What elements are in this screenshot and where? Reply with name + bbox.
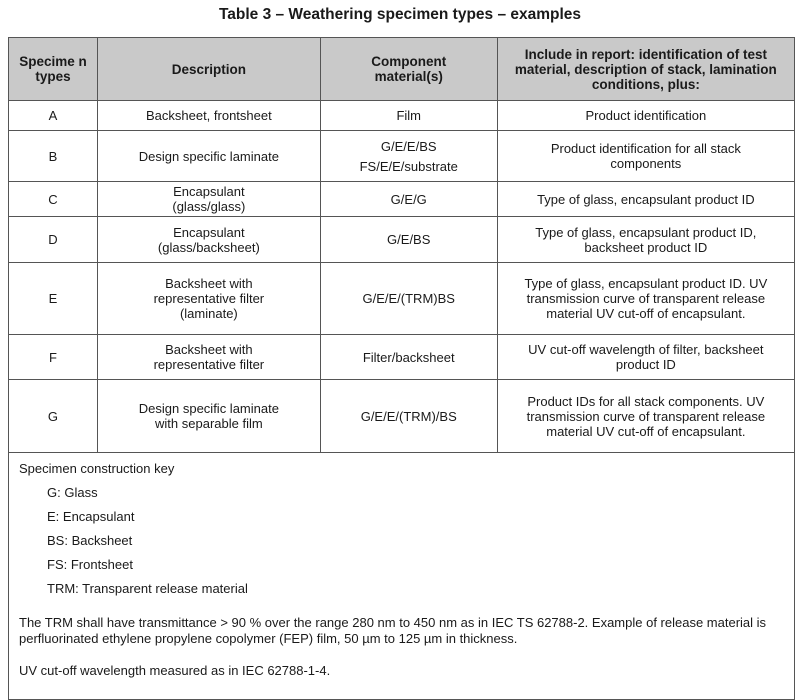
description-cell: Backsheet with representative filter [96, 334, 321, 380]
specimen-type-cell: F [8, 334, 98, 380]
key-item: E: Encapsulant [47, 509, 135, 524]
description-cell: Backsheet, frontsheet [96, 100, 321, 131]
materials-cell: G/E/E/BS FS/E/E/substrate [319, 130, 498, 182]
description-cell: Encapsulant (glass/glass) [96, 181, 321, 217]
header-description: Description [96, 37, 321, 101]
material-item: G/E/BS [387, 232, 431, 247]
materials-cell: G/E/E/(TRM)/BS [319, 379, 498, 453]
material-item: G/E/E/BS [380, 138, 437, 154]
table-row: G Design specific laminate with separable… [8, 379, 796, 453]
description-cell: Design specific laminate [96, 130, 321, 182]
material-item: G/E/E/(TRM)/BS [360, 408, 457, 424]
report-cell: Type of glass, encapsulant product ID [496, 181, 796, 217]
report-cell: Type of glass, encapsulant product ID. U… [496, 262, 796, 335]
specimen-type-cell: E [8, 262, 98, 335]
key-item: BS: Backsheet [47, 533, 133, 548]
header-component-materials: Component material(s) [319, 37, 498, 101]
description-cell: Backsheet with representative filter (la… [96, 262, 321, 335]
report-cell: Product identification for all stack com… [496, 130, 796, 182]
header-specimen-types: Specime n types [8, 37, 98, 101]
description-cell: Encapsulant (glass/backsheet) [96, 216, 321, 263]
specimen-types-table: Specime n types Description Component ma… [8, 37, 796, 700]
specimen-type-cell: B [8, 130, 98, 182]
header-include-in-report: Include in report: identification of tes… [496, 37, 796, 101]
specimen-type-cell: D [8, 216, 98, 263]
construction-key: Specimen construction key G: Glass E: En… [8, 452, 795, 700]
table-row: A Backsheet, frontsheet Film Product identi… [8, 100, 796, 131]
specimen-type-cell: C [8, 181, 98, 217]
key-item: FS: Frontsheet [47, 557, 133, 572]
key-item: TRM: Transparent release material [47, 581, 248, 596]
material-item: Filter/backsheet [362, 349, 455, 365]
specimen-type-cell: G [8, 379, 98, 453]
table-row: D Encapsulant (glass/backsheet) G/E/BS Type… [8, 216, 796, 263]
material-item: FS/E/E/substrate [359, 158, 458, 174]
specimen-type-cell: A [8, 100, 98, 131]
table-row: B Design specific laminate G/E/E/BS FS/E/E/… [8, 130, 796, 182]
report-cell: Type of glass, encapsulant product ID, b… [496, 216, 796, 263]
uv-cutoff-note: UV cut-off wavelength measured as in IEC… [19, 663, 331, 678]
table-row: C Encapsulant (glass/glass) G/E/G Type of g… [8, 181, 796, 217]
materials-cell: G/E/BS [319, 216, 498, 263]
report-cell: Product IDs for all stack components. UV… [496, 379, 796, 453]
key-item: G: Glass [47, 485, 98, 500]
report-cell: UV cut-off wavelength of filter, backshe… [496, 334, 796, 380]
header-row: Specime n types Description Component ma… [8, 37, 796, 101]
material-item: G/E/G [390, 191, 427, 207]
trm-note: The TRM shall have transmittance > 90 % … [19, 615, 767, 646]
table-row: E Backsheet with representative filter (l… [8, 262, 796, 335]
materials-cell: G/E/G [319, 181, 498, 217]
table-title: Table 3 – Weathering specimen types – ex… [218, 6, 582, 23]
material-item: G/E/E/(TRM)BS [362, 291, 455, 306]
description-cell: Design specific laminate with separable … [96, 379, 321, 453]
materials-cell: G/E/E/(TRM)BS [319, 262, 498, 335]
report-cell: Product identification [496, 100, 796, 131]
materials-cell: Filter/backsheet [319, 334, 498, 380]
construction-key-row: Specimen construction key G: Glass E: En… [8, 452, 795, 700]
material-item: Film [396, 108, 421, 123]
materials-cell: Film [319, 100, 498, 131]
key-heading: Specimen construction key [19, 461, 175, 476]
table-row: F Backsheet with representative filter Fil… [8, 334, 796, 380]
